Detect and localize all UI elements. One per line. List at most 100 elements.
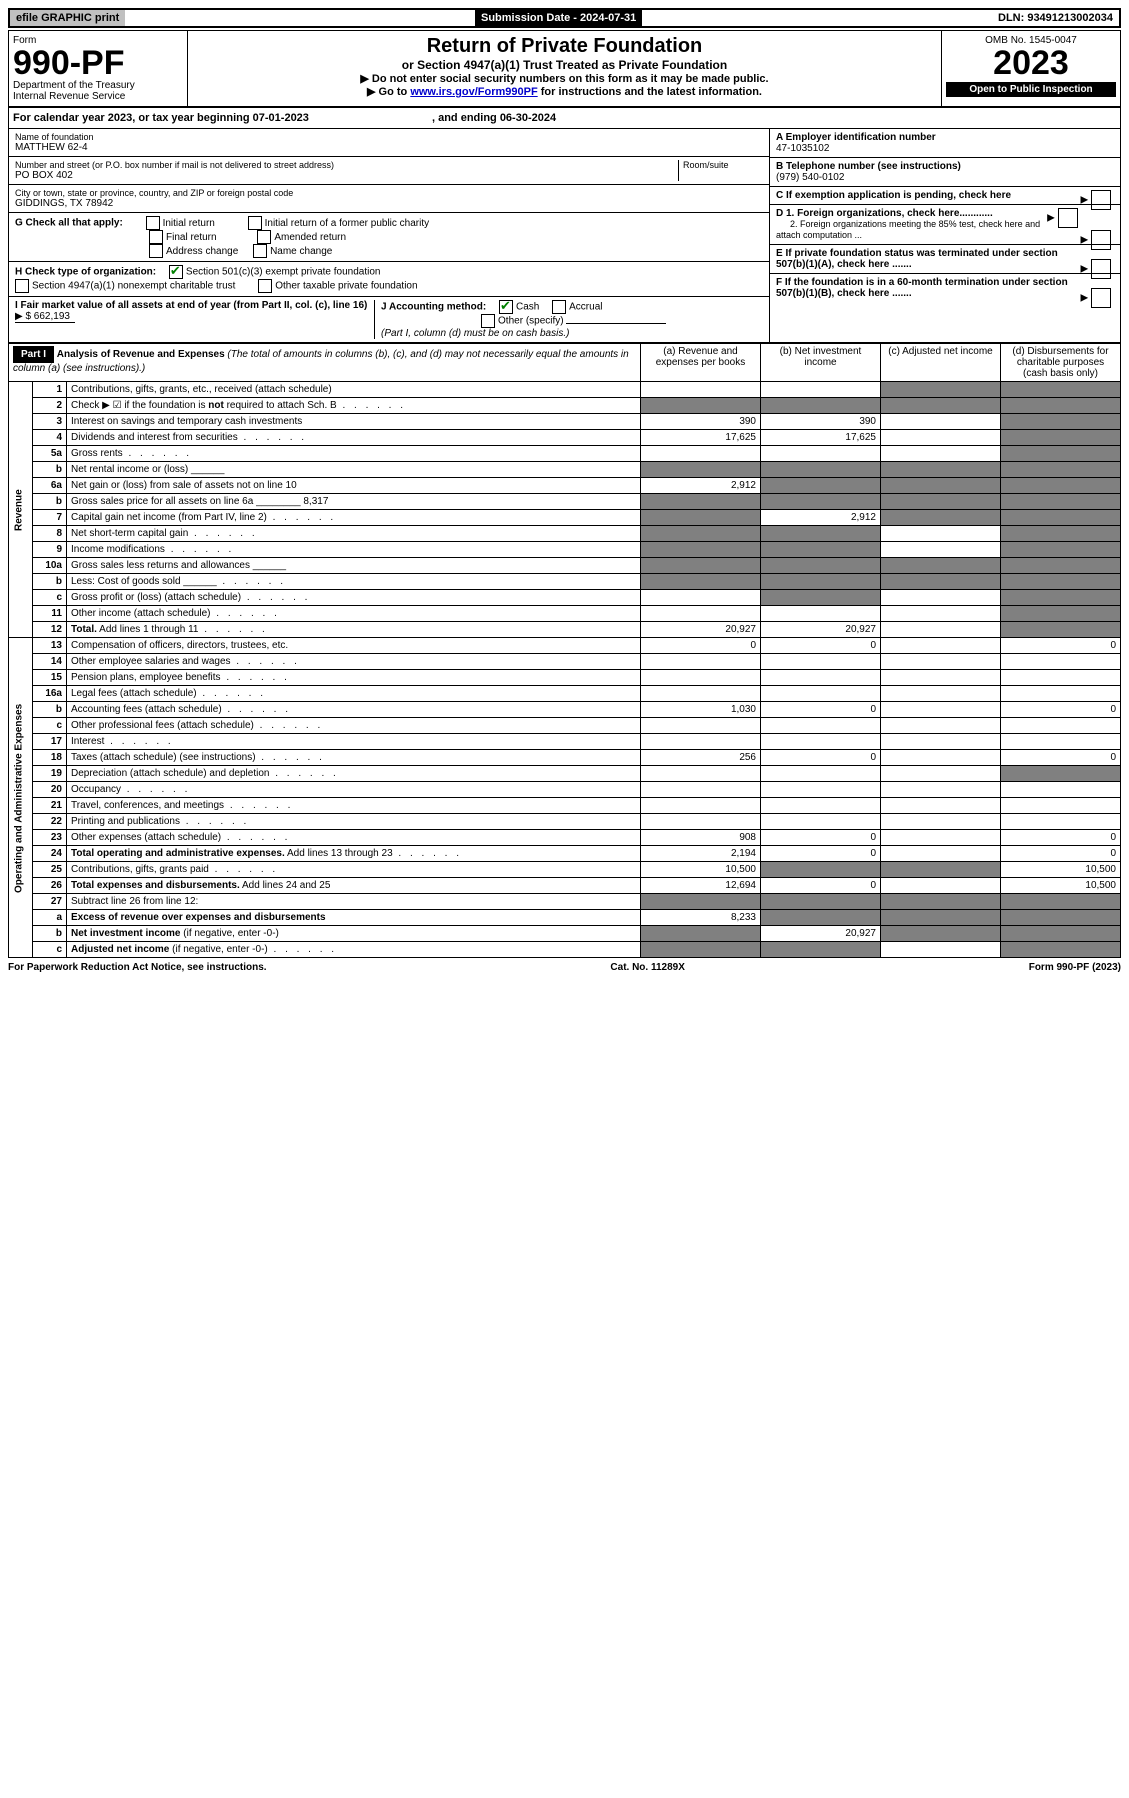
cell-a bbox=[641, 558, 761, 574]
cell-b bbox=[761, 446, 881, 462]
line-num: 14 bbox=[33, 654, 67, 670]
cell-b bbox=[761, 670, 881, 686]
opt-cash: Cash bbox=[516, 302, 539, 313]
cell-b bbox=[761, 606, 881, 622]
cat-no: Cat. No. 11289X bbox=[610, 962, 684, 973]
opt-accrual: Accrual bbox=[569, 302, 602, 313]
cb-e[interactable] bbox=[1091, 259, 1111, 279]
cell-b bbox=[761, 782, 881, 798]
opt-other-acct: Other (specify) bbox=[498, 316, 564, 327]
cell-a: 390 bbox=[641, 414, 761, 430]
line-num: 22 bbox=[33, 814, 67, 830]
line-desc: Printing and publications . . . . . . bbox=[67, 814, 641, 830]
form-title: Return of Private Foundation bbox=[192, 35, 937, 58]
cell-d bbox=[1001, 574, 1121, 590]
ij-cell: I Fair market value of all assets at end… bbox=[9, 297, 769, 342]
line-desc: Net rental income or (loss) ______ bbox=[67, 462, 641, 478]
line-desc: Net short-term capital gain . . . . . . bbox=[67, 526, 641, 542]
cell-c bbox=[881, 414, 1001, 430]
col-a-hdr: (a) Revenue and expenses per books bbox=[641, 344, 761, 382]
irs-link[interactable]: www.irs.gov/Form990PF bbox=[410, 86, 537, 98]
cell-d bbox=[1001, 926, 1121, 942]
cell-b: 0 bbox=[761, 830, 881, 846]
opt-name-change: Name change bbox=[270, 246, 332, 257]
instr-2-pre: ▶ Go to bbox=[367, 86, 410, 98]
cb-initial-return[interactable] bbox=[146, 216, 160, 230]
cb-501c3[interactable] bbox=[169, 265, 183, 279]
cell-b bbox=[761, 718, 881, 734]
cell-c bbox=[881, 814, 1001, 830]
line-num: b bbox=[33, 462, 67, 478]
cell-d: 0 bbox=[1001, 638, 1121, 654]
cell-a bbox=[641, 446, 761, 462]
cell-b bbox=[761, 558, 881, 574]
efile-label[interactable]: efile GRAPHIC print bbox=[10, 10, 125, 26]
line-num: 1 bbox=[33, 382, 67, 398]
cb-4947[interactable] bbox=[15, 279, 29, 293]
part1-title: Analysis of Revenue and Expenses bbox=[57, 349, 225, 360]
cell-a bbox=[641, 462, 761, 478]
cal-end: , and ending 06-30-2024 bbox=[432, 112, 556, 124]
cell-b: 390 bbox=[761, 414, 881, 430]
city-label: City or town, state or province, country… bbox=[15, 188, 763, 198]
side-revenue: Revenue bbox=[9, 382, 33, 638]
line-desc: Other expenses (attach schedule) . . . .… bbox=[67, 830, 641, 846]
phone: (979) 540-0102 bbox=[776, 172, 1114, 183]
cell-c bbox=[881, 382, 1001, 398]
cell-b bbox=[761, 494, 881, 510]
line-num: 4 bbox=[33, 430, 67, 446]
d1-label: D 1. Foreign organizations, check here..… bbox=[776, 208, 993, 219]
part1-table: Part I Analysis of Revenue and Expenses … bbox=[8, 343, 1121, 958]
cell-b bbox=[761, 942, 881, 958]
cell-b bbox=[761, 862, 881, 878]
cb-d1[interactable] bbox=[1058, 208, 1078, 228]
cell-b bbox=[761, 382, 881, 398]
cell-a: 2,194 bbox=[641, 846, 761, 862]
opt-initial-former: Initial return of a former public charit… bbox=[265, 218, 430, 229]
g-label: G Check all that apply: bbox=[15, 218, 123, 229]
line-desc: Capital gain net income (from Part IV, l… bbox=[67, 510, 641, 526]
calendar-year-row: For calendar year 2023, or tax year begi… bbox=[8, 108, 1121, 129]
cell-c bbox=[881, 622, 1001, 638]
opt-amended: Amended return bbox=[274, 232, 346, 243]
cell-a bbox=[641, 718, 761, 734]
cb-amended[interactable] bbox=[257, 230, 271, 244]
cell-d bbox=[1001, 894, 1121, 910]
cb-other-tax[interactable] bbox=[258, 279, 272, 293]
cb-f[interactable] bbox=[1091, 288, 1111, 308]
cell-a bbox=[641, 926, 761, 942]
c-cell: C If exemption application is pending, c… bbox=[770, 187, 1120, 205]
cell-a bbox=[641, 670, 761, 686]
cb-cash[interactable] bbox=[499, 300, 513, 314]
cb-d2[interactable] bbox=[1091, 230, 1111, 250]
cb-accrual[interactable] bbox=[552, 300, 566, 314]
cell-c bbox=[881, 686, 1001, 702]
line-num: 12 bbox=[33, 622, 67, 638]
cell-b bbox=[761, 766, 881, 782]
cell-a bbox=[641, 494, 761, 510]
cb-other-acct[interactable] bbox=[481, 314, 495, 328]
cell-c bbox=[881, 910, 1001, 926]
cb-final-return[interactable] bbox=[149, 230, 163, 244]
cell-c bbox=[881, 718, 1001, 734]
cb-initial-former[interactable] bbox=[248, 216, 262, 230]
cell-b bbox=[761, 734, 881, 750]
cell-d bbox=[1001, 446, 1121, 462]
cell-a: 1,030 bbox=[641, 702, 761, 718]
a-cell: A Employer identification number 47-1035… bbox=[770, 129, 1120, 158]
cell-c bbox=[881, 542, 1001, 558]
cell-d: 10,500 bbox=[1001, 878, 1121, 894]
line-num: b bbox=[33, 926, 67, 942]
cb-c[interactable] bbox=[1091, 190, 1111, 210]
room-label: Room/suite bbox=[683, 160, 763, 170]
cell-c bbox=[881, 494, 1001, 510]
d2-label: 2. Foreign organizations meeting the 85%… bbox=[776, 219, 1040, 240]
cb-name-change[interactable] bbox=[253, 244, 267, 258]
line-num: c bbox=[33, 590, 67, 606]
cb-address-change[interactable] bbox=[149, 244, 163, 258]
addr-cell: Number and street (or P.O. box number if… bbox=[9, 157, 769, 185]
line-num: 26 bbox=[33, 878, 67, 894]
cell-d bbox=[1001, 398, 1121, 414]
cell-c bbox=[881, 430, 1001, 446]
cell-b: 0 bbox=[761, 750, 881, 766]
